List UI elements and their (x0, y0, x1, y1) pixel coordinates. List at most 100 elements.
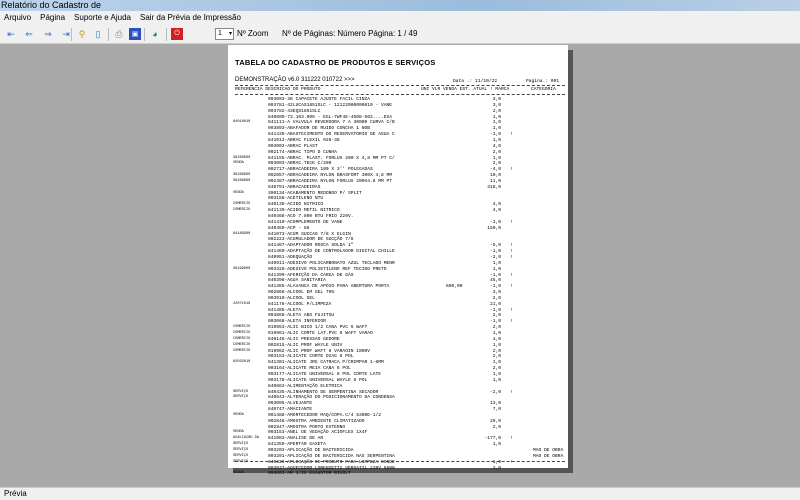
row-description: 003937-AQUECEDOR LORENZETTI VERSATIL 220… (268, 465, 395, 471)
row-description: 841365-ALAVANCA DE APOIO PARA ABERTURA P… (268, 284, 390, 290)
row-description: 002815-ALIC PROF WAYLE UNIV (268, 342, 343, 348)
email-icon[interactable]: ◕ (152, 29, 158, 39)
row-description: 841155-ABRAC. PLAST. FORLUX 200 X 4,8 MM… (268, 155, 395, 161)
next-page-icon[interactable]: ⇒ (44, 28, 52, 39)
row-flag: ! (510, 307, 513, 313)
window-title: Relatório do Cadastro de (0, 0, 800, 11)
row-description: 003164-ALICATE MEIA CANA 6 POL (268, 366, 351, 372)
row-code: COMERCIO (233, 348, 251, 353)
table-row: 002223-ACUMULADOR DE SUCÇÃO 7/8 (228, 237, 568, 243)
row-description: 840146-ALIC PRESSAO GEDORE (268, 336, 340, 342)
report-title: TABELA DO CADASTRO DE PRODUTOS E SERVIÇO… (235, 58, 436, 67)
table-row: 840747-AMACIANTE 7,0 (228, 407, 568, 413)
status-bar: Prévia (0, 487, 800, 500)
row-description: 003001-AR 1/29 EXAUSTOR BIVOLT (268, 471, 351, 477)
table-row: COMERCIO 841139-ACIDO METIL NITRICO 4,0 (228, 208, 568, 214)
row-description: 841469-ADAPTAÇÃO DE CONTROLADOR DIGITAL … (268, 249, 395, 255)
row-description: 003068-ALETA INFERIOR (268, 319, 326, 325)
row-description: 003005-ALVEJANTE (268, 401, 313, 407)
divider (235, 461, 565, 462)
find-icon[interactable]: ⚲ (78, 28, 86, 39)
row-stock: 1,0 (492, 126, 501, 132)
row-stock: 1,0 (492, 114, 501, 120)
table-row: VENDA 003153-ANEL DE VEDAÇÃO ACIOFLEX 1X4… (228, 430, 568, 436)
row-stock: 29,0 (489, 418, 501, 424)
row-category: MAO DE OBRA (533, 453, 564, 459)
row-stock: 2,0 (492, 424, 501, 430)
table-row: 003893-ABAFADOR DE RUIDO CONCHA 1 NOB 1,0 (228, 126, 568, 132)
table-row: 840791-ABRACADEIRAS 318,0 (228, 185, 568, 191)
row-stock: -1,0 (489, 219, 501, 225)
table-row: VENDA 003001-AR 1/29 EXAUSTOR BIVOLT (228, 471, 568, 477)
divider (235, 94, 565, 95)
row-stock: 13,0 (489, 401, 501, 407)
row-description: 841399-AFERIÇÃO DA CARGA DE GÁS (268, 272, 354, 278)
separator (144, 28, 145, 41)
row-stock: 2,0 (492, 366, 501, 372)
row-description: 840951-ADEQUAÇÃO (268, 254, 313, 260)
last-page-icon[interactable]: ⇥ (62, 28, 70, 39)
close-icon[interactable]: ⏻ (171, 28, 183, 40)
separator (108, 28, 109, 41)
row-code: SERVIÇO (233, 395, 249, 400)
row-stock: 2,0 (492, 348, 501, 354)
row-description: 840791-ABRACADEIRAS (268, 184, 321, 190)
row-description: 003782-43EQS1851SLC (268, 108, 321, 114)
row-stock: -4,0 (489, 167, 501, 173)
export-icon[interactable]: ▣ (129, 28, 141, 40)
table-row: 840911-ADESIVO POLICARBONATO AZUL TECLAD… (228, 261, 568, 267)
table-row: SERVIÇO 841359-APERTAR GAXETA 1,0 (228, 442, 568, 448)
table-row: 840398-AGUA SANITARIA 45,0 (228, 278, 568, 284)
row-description: 002866-ALCOOL EM GEL 70% (268, 290, 335, 296)
first-page-icon[interactable]: ⇤ (7, 28, 15, 39)
row-flag: ! (510, 459, 513, 465)
row-code: SERVIÇO (233, 442, 249, 447)
row-flag: ! (510, 284, 513, 290)
row-flag: ! (510, 167, 513, 173)
table-row: 003178-ALICATE UNIVERSAL WAYLE 8 POL 1,0 (228, 378, 568, 384)
menu-sair[interactable]: Sair da Prévia de Impressão (139, 13, 241, 22)
table-row: COMERCIO 019961-ALIC CORTE LAT.PVC 6 WAFT… (228, 331, 568, 337)
print-icon[interactable]: ⎙ (115, 28, 123, 39)
row-stock: 1,0 (492, 377, 501, 383)
table-row: COMERCIO 840146-ALIC PRESSAO GEDORE 1,0 (228, 337, 568, 343)
row-description: 841139-ACIDO METIL NITRICO (268, 208, 340, 214)
prev-page-icon[interactable]: ⇐ (25, 28, 33, 39)
table-row: 840863-ALIMENTAÇÃO ELETRICA (228, 384, 568, 390)
row-description: 003328-ADESIVO POLIETILENO REF TECIDO PR… (268, 266, 387, 272)
row-description: 390134-ACABAMENTO REDONDO P/ SPLIT (268, 190, 362, 196)
table-row: 39269090 002857-ABRACADEIRA NYLON BRASFOR… (228, 173, 568, 179)
row-flag: ! (510, 254, 513, 260)
row-code: VENDA (233, 412, 244, 417)
zoom-select[interactable]: 1 (215, 28, 234, 40)
row-code: VENDA (233, 430, 244, 435)
row-stock: 3,0 (492, 97, 501, 102)
table-row: 840951-ADEQUAÇÃO -2,0! (228, 255, 568, 261)
table-row: 84010010 841111-A VALVULA REVERSORA 7 A 3… (228, 120, 568, 126)
row-stock: 2,0 (492, 108, 501, 114)
table-row: 841410-ACOMPLEMENTO DE VANE -1,0! (228, 220, 568, 226)
row-stock: 21,0 (489, 301, 501, 307)
row-stock: 2,0 (492, 325, 501, 331)
table-row: COMERCIO 019953-ALIC BICO 1/2 CANA PVC 6 … (228, 325, 568, 331)
table-row: 002847-AMOSTRA PORTO EXTERNO 2,0 (228, 425, 568, 431)
row-code: VENDA (233, 190, 244, 195)
menu-suporte[interactable]: Suporte e Ajuda (74, 13, 131, 22)
row-flag: ! (510, 389, 513, 395)
row-code: VENDA (233, 471, 244, 476)
row-description: 840398-AGUA SANITARIA (268, 278, 326, 284)
row-code: 84010010 (233, 120, 251, 125)
row-description: 841073-ACUM SUCCAO 7/8 X ELGIN (268, 231, 351, 237)
row-code: COMERCIO (233, 208, 251, 213)
two-pages-icon[interactable]: ▯ (95, 28, 101, 39)
menu-arquivo[interactable]: Arquivo (4, 13, 32, 22)
row-description: 003893-ABAFADOR DE RUIDO CONCHA 1 NOB (268, 126, 370, 132)
report-page-number: Pagina.: 001 (526, 79, 560, 84)
row-stock: -1,0 (489, 319, 501, 325)
menu-pagina[interactable]: Página (40, 13, 66, 22)
table-row: 840468-ACO 7.800 BTU FRIO 220V. (228, 214, 568, 220)
row-code: 39269090 (233, 178, 251, 183)
row-description: 003203-APLICAÇÃO DE BACTERICIDA (268, 448, 354, 453)
row-description: 840435-ALINHAMENTO DE SERPENTINA SECADOR (268, 389, 379, 395)
header-category: CATEGORIA (531, 87, 556, 92)
